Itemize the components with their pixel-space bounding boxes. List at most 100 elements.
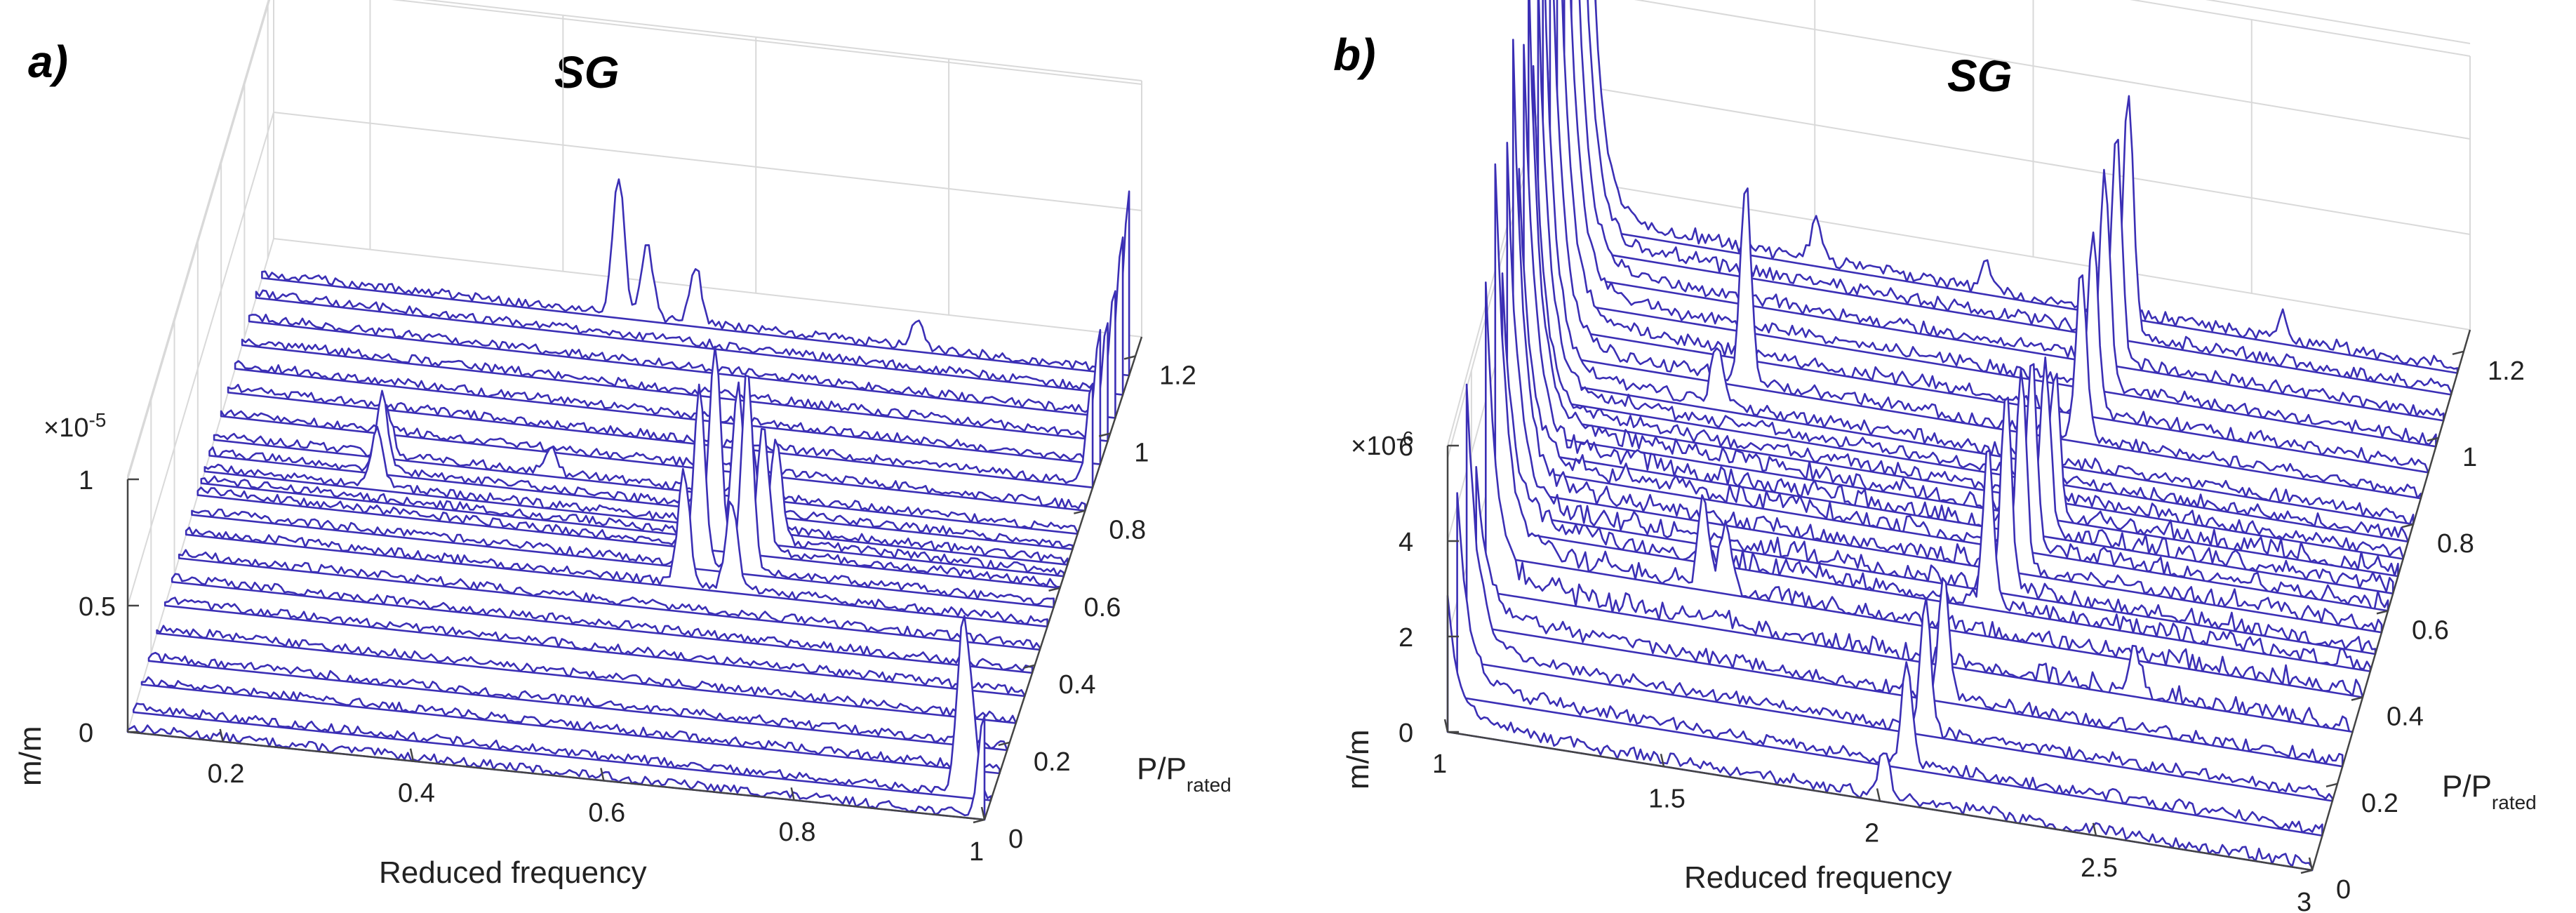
spectrum-trace xyxy=(200,381,1065,578)
z-scale-base-a: ×10 xyxy=(44,413,88,443)
x-tick-mark xyxy=(2092,822,2097,837)
y-tick-mark xyxy=(1048,587,1060,592)
spectrum-trace xyxy=(178,549,1041,651)
y-axis-label-b: P/Prated xyxy=(2442,769,2537,813)
y-tick-label: 1 xyxy=(2462,443,2477,472)
grid-line xyxy=(422,0,1142,81)
z-scale-exp-b: -6 xyxy=(1396,427,1413,449)
x-tick-mark xyxy=(1443,719,1449,733)
x-axis-label-b: Reduced frequency xyxy=(1684,860,1952,895)
y-tick-mark xyxy=(1023,664,1035,669)
spectrum-trace xyxy=(1577,0,2452,396)
y-tick-mark xyxy=(1074,509,1086,514)
y-tick-label: 1.2 xyxy=(2488,356,2525,386)
spectrum-trace xyxy=(1501,272,2372,672)
x-tick-label: 2 xyxy=(1864,819,1879,848)
grid-line xyxy=(273,112,1142,211)
z-tick-label: 0.5 xyxy=(79,592,116,622)
y-axis-label-main-a: P/P xyxy=(1137,752,1187,786)
y-tick-label: 0.2 xyxy=(1034,747,1071,777)
spectrum-trace xyxy=(1456,492,2323,837)
z-axis-label-a: m/m xyxy=(13,726,48,786)
y-tick-mark xyxy=(1123,355,1136,360)
grid-line xyxy=(1596,88,2471,235)
spectrum-trace xyxy=(203,425,1069,566)
grid-line xyxy=(1596,183,2471,331)
grid-line xyxy=(273,238,1142,338)
z-axis-label-b: m/m xyxy=(1341,729,1375,789)
spectrum-trace xyxy=(1528,0,2399,578)
grid-line xyxy=(391,0,1142,85)
spectrum-trace xyxy=(1570,0,2445,422)
spectrum-trace xyxy=(185,467,1048,628)
y-tick-mark xyxy=(2300,869,2313,874)
y-tick-label: 0.6 xyxy=(2412,615,2449,645)
spectrum-trace xyxy=(1542,0,2415,526)
spectrum-trace xyxy=(156,625,1017,724)
grid-a xyxy=(127,0,1142,733)
spectrum-trace xyxy=(171,573,1034,674)
spectrum-trace xyxy=(1556,0,2429,474)
spectrum-trace xyxy=(1583,0,2459,374)
y-tick-label: 0 xyxy=(1008,825,1023,854)
ticks-a: 0.20.40.60.81 00.20.40.60.811.200.51 xyxy=(79,355,1196,867)
x-tick-label: 0.4 xyxy=(398,779,435,808)
z-tick-label: 1 xyxy=(79,466,93,495)
panel-label-a: a) xyxy=(28,36,68,87)
y-tick-mark xyxy=(2376,610,2389,615)
y-tick-mark xyxy=(2401,523,2414,528)
spectrum-trace xyxy=(1532,65,2404,560)
spectrum-trace xyxy=(213,404,1079,535)
spectrum-trace xyxy=(140,676,1001,775)
spectrum-trace xyxy=(248,290,1116,419)
x-tick-label: 2.5 xyxy=(2081,853,2118,883)
z-scale-a: ×10-5 xyxy=(44,409,106,443)
spectrum-trace xyxy=(1518,168,2389,612)
z-scale-b: ×10-6 xyxy=(1351,427,1413,461)
x-tick-label: 0.6 xyxy=(588,798,625,827)
y-tick-label: 0.8 xyxy=(1109,516,1146,545)
x-tick-mark xyxy=(1660,753,1665,767)
chart-title-b: SG xyxy=(1947,51,2012,101)
z-tick-label: 2 xyxy=(1399,623,1413,653)
y-tick-label: 0.8 xyxy=(2437,529,2474,559)
x-axis-label-a: Reduced frequency xyxy=(379,855,647,890)
y-axis xyxy=(983,336,1143,820)
x-tick-label: 1 xyxy=(1432,749,1447,779)
y-axis xyxy=(2311,329,2471,871)
spectrum-trace xyxy=(220,409,1086,512)
z-tick-label: 4 xyxy=(1399,528,1413,557)
y-tick-mark xyxy=(2427,436,2439,442)
traces-a xyxy=(126,178,1130,821)
y-tick-label: 0.2 xyxy=(2361,789,2398,818)
y-tick-mark xyxy=(998,741,1010,747)
grid-line xyxy=(1634,0,2471,140)
x-tick-mark xyxy=(1876,788,1881,801)
x-tick-mark xyxy=(409,748,415,761)
y-axis-label-sub-b: rated xyxy=(2492,792,2537,813)
grid-line xyxy=(2205,0,2471,44)
spectrum-trace xyxy=(147,651,1008,752)
y-tick-mark xyxy=(2351,696,2363,701)
panel-label-b: b) xyxy=(1333,29,1375,80)
y-axis-label-a: P/Prated xyxy=(1137,752,1232,796)
y-tick-label: 0.4 xyxy=(2387,702,2424,732)
x-tick-mark xyxy=(2308,857,2314,871)
x-tick-label: 0.8 xyxy=(779,818,816,847)
x-tick-mark xyxy=(980,806,986,820)
spectrum-trace xyxy=(1537,0,2410,543)
y-tick-mark xyxy=(973,818,985,824)
y-tick-label: 1 xyxy=(1134,439,1149,468)
grid-line xyxy=(127,0,269,477)
x-axis xyxy=(127,731,985,821)
y-axis-label-sub-a: rated xyxy=(1187,774,1232,796)
y-tick-label: 0 xyxy=(2336,875,2351,905)
spectrum-trace xyxy=(1512,39,2383,634)
y-tick-label: 0.4 xyxy=(1059,670,1096,700)
x-tick-label: 1 xyxy=(969,837,984,867)
spectrum-trace xyxy=(1446,594,2314,872)
x-tick-mark xyxy=(600,768,605,781)
x-tick-label: 1.5 xyxy=(1648,784,1686,813)
spectrum-trace xyxy=(255,236,1124,396)
